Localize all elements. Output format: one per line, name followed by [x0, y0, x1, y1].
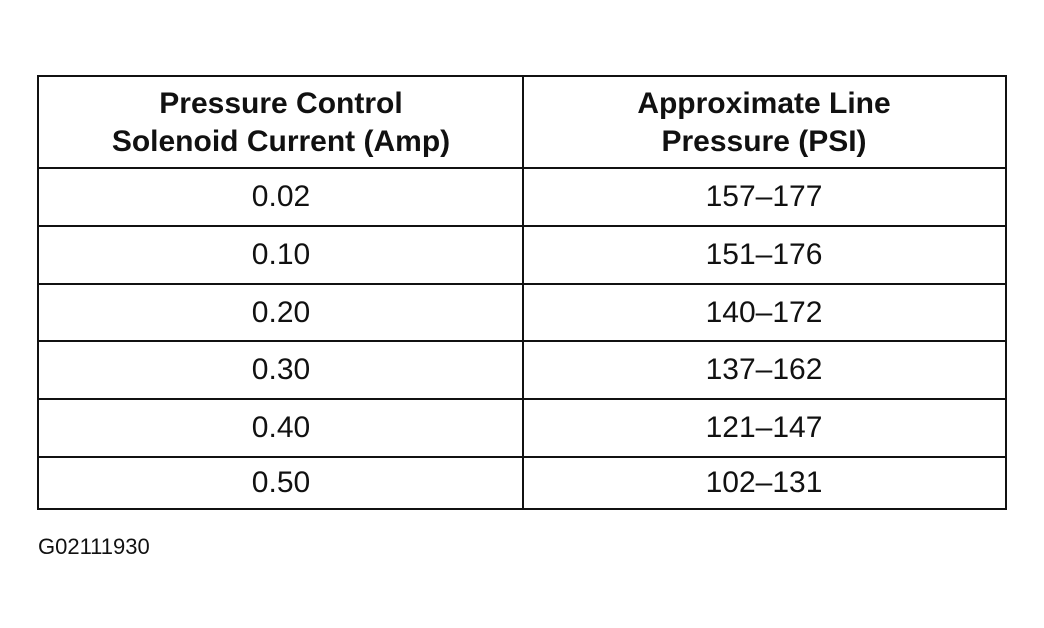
table-cell: 0.20 [251, 295, 311, 329]
header-line: Solenoid Current (Amp) [111, 124, 451, 158]
table-cell: 0.40 [251, 411, 311, 444]
figure-code: G02111930 [38, 534, 150, 559]
table-cell: 0.02 [251, 180, 311, 213]
header-cell: Pressure Control Solenoid Current (Amp) [39, 77, 523, 168]
table-cell: 0.30 [251, 353, 311, 386]
table-cell: 157–177 [705, 180, 823, 213]
table-cell: 0.10 [251, 238, 311, 271]
table-cell: 121–147 [705, 411, 823, 444]
table-cell: 102–131 [705, 465, 823, 499]
column-rule [522, 77, 524, 508]
header-line: Approximate Line [637, 86, 891, 120]
table: Pressure Control Solenoid Current (Amp) Ap… [37, 75, 1007, 510]
header-cell: Approximate Line Pressure (PSI) [523, 77, 1005, 168]
table-cell: 0.50 [251, 465, 311, 499]
header-line: Pressure Control [159, 86, 403, 120]
table-cell: 140–172 [705, 295, 823, 329]
header-line: Pressure (PSI) [661, 124, 867, 158]
table-cell: 137–162 [705, 353, 823, 386]
table-cell: 151–176 [705, 238, 823, 271]
